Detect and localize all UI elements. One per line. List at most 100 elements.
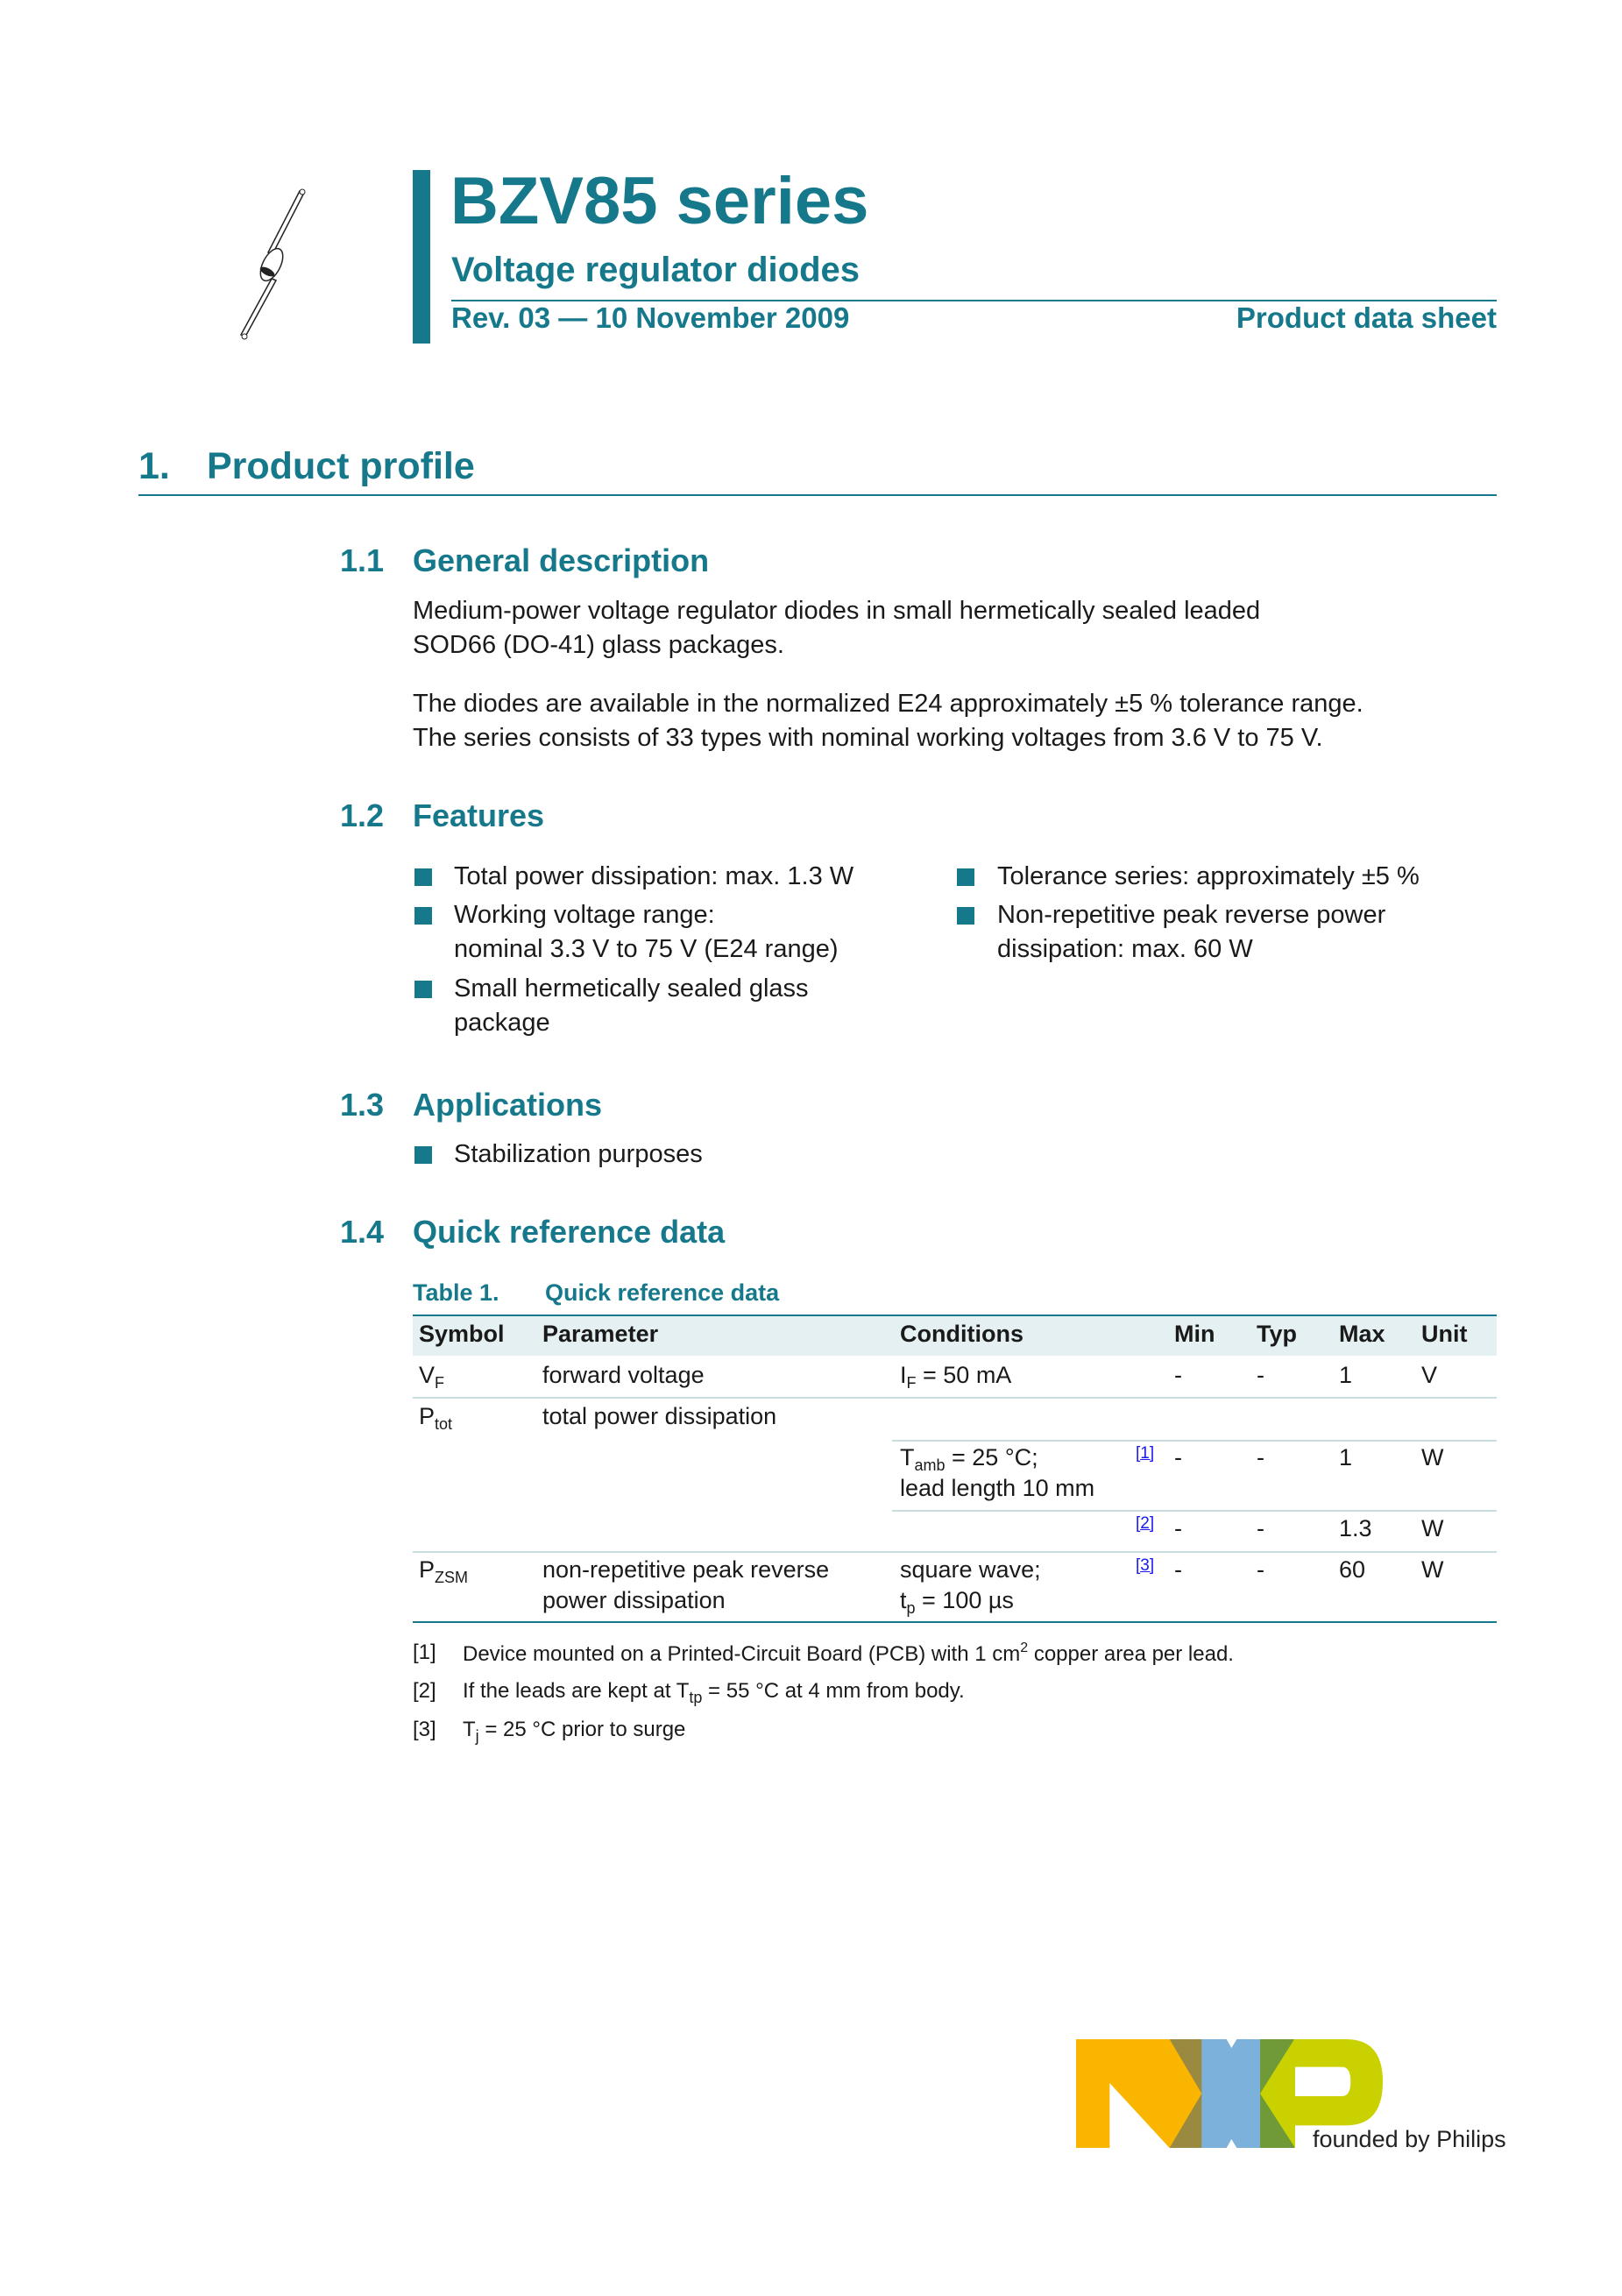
cell-parameter: non-repetitive peak reverse <box>542 1556 830 1583</box>
cell-max: 60 <box>1339 1556 1366 1583</box>
diode-package-illustration <box>239 188 306 340</box>
cell-conditions: Tamb = 25 °C; <box>900 1444 1038 1475</box>
bullet-icon <box>414 1146 432 1164</box>
col-header-parameter: Parameter <box>542 1321 659 1347</box>
bullet-icon <box>957 868 974 886</box>
application-item: Stabilization purposes <box>454 1140 703 1168</box>
footnote-ref-link[interactable]: [3] <box>1136 1556 1155 1575</box>
cell-conditions: IF = 50 mA <box>900 1362 1011 1392</box>
description-line: The diodes are available in the normaliz… <box>413 690 1363 718</box>
feature-item: Non-repetitive peak reverse power <box>997 901 1386 929</box>
cell-unit: W <box>1421 1556 1444 1583</box>
cell-unit: W <box>1421 1515 1444 1541</box>
condition-rest: = 25 °C; <box>945 1444 1038 1470</box>
table-top-rule <box>413 1315 1497 1316</box>
feature-item-continued: package <box>454 1009 550 1037</box>
condition-main: t <box>900 1587 907 1613</box>
condition-main: T <box>900 1444 915 1470</box>
row-divider <box>413 1551 1497 1553</box>
cell-min: - <box>1174 1515 1182 1541</box>
subsection-number: 1.1 <box>340 542 385 578</box>
subsection-heading: Quick reference data <box>413 1214 726 1250</box>
cell-unit: W <box>1421 1444 1444 1470</box>
footnote-number: [2] <box>413 1679 436 1703</box>
cell-typ: - <box>1257 1362 1264 1388</box>
bullet-icon <box>414 907 432 925</box>
footnote-text-part: T <box>463 1718 476 1741</box>
bullet-icon <box>414 981 432 998</box>
subsection-heading: Features <box>413 797 545 833</box>
footnote-subscript: tp <box>689 1689 703 1706</box>
cell-min: - <box>1174 1556 1182 1583</box>
table-header-row <box>413 1316 1497 1356</box>
footnote-number: [3] <box>413 1718 436 1741</box>
cell-parameter: forward voltage <box>542 1362 705 1388</box>
description-line: SOD66 (DO-41) glass packages. <box>413 631 784 659</box>
cell-conditions-line2: tp = 100 µs <box>900 1587 1014 1618</box>
feature-item: Working voltage range: <box>454 901 715 929</box>
cell-min: - <box>1174 1444 1182 1470</box>
feature-item-continued: nominal 3.3 V to 75 V (E24 range) <box>454 935 839 963</box>
table-caption-number: Table 1. <box>413 1279 499 1306</box>
footnote-text-part: Device mounted on a Printed-Circuit Boar… <box>463 1642 1021 1666</box>
condition-rest: = 50 mA <box>916 1362 1012 1388</box>
footnote-text: Tj = 25 °C prior to surge <box>463 1718 685 1746</box>
cell-conditions: square wave; <box>900 1556 1041 1583</box>
bullet-icon <box>957 907 974 925</box>
cell-unit: V <box>1421 1362 1438 1388</box>
condition-sub: F <box>906 1374 917 1392</box>
footnote-text: If the leads are kept at Ttp = 55 °C at … <box>463 1679 965 1707</box>
symbol-main: P <box>419 1403 436 1429</box>
section-divider <box>138 494 1497 496</box>
symbol-sub: F <box>435 1374 445 1392</box>
subsection-heading: Applications <box>413 1087 603 1123</box>
cell-max: 1 <box>1339 1444 1353 1470</box>
feature-item: Small hermetically sealed glass <box>454 974 809 1003</box>
row-divider <box>892 1440 1497 1442</box>
col-header-min: Min <box>1174 1321 1215 1347</box>
cell-typ: - <box>1257 1515 1264 1541</box>
symbol-main: P <box>419 1556 436 1583</box>
table-caption: Quick reference data <box>545 1279 780 1306</box>
nxp-logo <box>1076 2039 1383 2148</box>
symbol-sub: tot <box>435 1415 453 1433</box>
table-bottom-rule <box>413 1621 1497 1623</box>
section-number: 1. <box>138 445 170 487</box>
footnote-text-part: = 55 °C at 4 mm from body. <box>702 1679 965 1703</box>
cell-symbol: Ptot <box>419 1403 452 1434</box>
condition-rest: = 100 µs <box>915 1587 1014 1613</box>
subsection-number: 1.2 <box>340 797 385 833</box>
footnote-text: Device mounted on a Printed-Circuit Boar… <box>463 1641 1234 1667</box>
condition-sub: amb <box>914 1456 946 1474</box>
revision-date: Rev. 03 — 10 November 2009 <box>451 301 850 334</box>
condition-sub: p <box>906 1599 916 1617</box>
footnote-number: [1] <box>413 1641 436 1664</box>
cell-typ: - <box>1257 1444 1264 1470</box>
bullet-icon <box>414 868 432 886</box>
description-line: Medium-power voltage regulator diodes in… <box>413 597 1261 625</box>
cell-conditions-line2: lead length 10 mm <box>900 1475 1095 1501</box>
footnote-ref-link[interactable]: [2] <box>1136 1514 1155 1533</box>
logo-tagline: founded by Philips <box>1313 2126 1506 2152</box>
symbol-sub: ZSM <box>435 1569 469 1586</box>
page-subtitle: Voltage regulator diodes <box>451 251 860 289</box>
footnote-text-part: If the leads are kept at T <box>463 1679 690 1703</box>
col-header-conditions: Conditions <box>900 1321 1023 1347</box>
cell-symbol: VF <box>419 1362 444 1392</box>
cell-parameter: total power dissipation <box>542 1403 777 1429</box>
description-line: The series consists of 33 types with nom… <box>413 724 1323 752</box>
row-divider <box>413 1397 1497 1399</box>
page-title: BZV85 series <box>450 164 869 238</box>
cell-typ: - <box>1257 1556 1264 1583</box>
feature-item-continued: dissipation: max. 60 W <box>997 935 1253 963</box>
footnote-text-part: copper area per lead. <box>1028 1642 1234 1666</box>
feature-item: Total power dissipation: max. 1.3 W <box>454 862 854 890</box>
footnote-subscript: j <box>475 1727 479 1745</box>
subsection-number: 1.3 <box>340 1087 385 1123</box>
header-divider <box>451 300 1497 301</box>
cell-symbol: PZSM <box>419 1556 468 1587</box>
row-divider <box>892 1510 1497 1512</box>
document-type: Product data sheet <box>1236 301 1497 334</box>
footnote-ref-link[interactable]: [1] <box>1136 1444 1155 1463</box>
footnote-text-part: = 25 °C prior to surge <box>478 1718 686 1741</box>
